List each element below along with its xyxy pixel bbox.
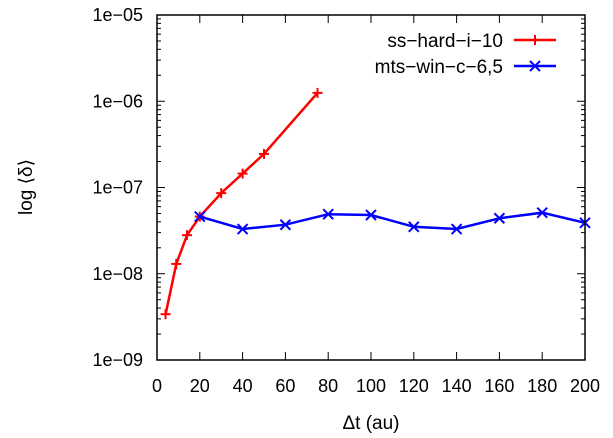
data-point-1-d2 bbox=[493, 212, 506, 224]
y-tick-label: 1e−07 bbox=[92, 178, 143, 198]
x-axis-label: Δt (au) bbox=[342, 413, 399, 434]
y-tick-label: 1e−05 bbox=[92, 5, 143, 25]
ticks-layer: 0 20 40 60 80 100 120 140 160 180 200 1e−09 1e−08 1e−… bbox=[92, 5, 600, 396]
legend-marker-1-d2 bbox=[529, 60, 541, 72]
series-line-0 bbox=[164, 92, 319, 315]
y-tick-label: 1e−08 bbox=[92, 264, 143, 284]
legend-label-0: ss−hard−i−10 bbox=[387, 31, 503, 52]
data-point-1 bbox=[408, 221, 420, 233]
x-tick-label: 200 bbox=[570, 376, 600, 396]
series-line-1 bbox=[199, 211, 586, 231]
legend-marker-0 bbox=[530, 35, 540, 45]
x-tick-label: 0 bbox=[152, 376, 162, 396]
data-point-1 bbox=[365, 209, 377, 221]
x-tick-label: 40 bbox=[233, 376, 253, 396]
data-point-1 bbox=[322, 208, 334, 220]
x-tick-label: 80 bbox=[318, 376, 338, 396]
x-tick-label: 60 bbox=[275, 376, 295, 396]
data-point-1-d2 bbox=[536, 207, 548, 219]
y-tick-label: 1e−06 bbox=[92, 91, 143, 111]
series-layer bbox=[160, 87, 591, 320]
plot-frame bbox=[156, 14, 586, 361]
data-point-1 bbox=[194, 210, 206, 223]
y-tick-label: 1e−09 bbox=[92, 350, 143, 370]
data-point-1-d2 bbox=[194, 210, 206, 223]
data-point-1-d2 bbox=[322, 208, 334, 220]
x-tick-label: 120 bbox=[399, 376, 429, 396]
data-point-1-d2 bbox=[279, 219, 292, 231]
legend-marker-1 bbox=[529, 60, 541, 72]
data-point-1 bbox=[536, 207, 548, 219]
data-point-1 bbox=[493, 212, 506, 224]
data-point-1-d2 bbox=[236, 223, 249, 235]
data-point-0 bbox=[181, 230, 192, 241]
data-point-0 bbox=[216, 188, 227, 199]
data-point-1-d2 bbox=[408, 221, 420, 233]
data-point-0 bbox=[312, 87, 323, 98]
x-tick-label: 160 bbox=[484, 376, 514, 396]
data-point-1-d2 bbox=[365, 209, 377, 221]
x-tick-label: 180 bbox=[527, 376, 557, 396]
x-tick-label: 20 bbox=[190, 376, 210, 396]
y-axis-label: log ⟨δ⟩ bbox=[16, 159, 37, 215]
data-point-0 bbox=[237, 168, 248, 179]
data-point-0 bbox=[171, 258, 182, 269]
data-point-1-d2 bbox=[450, 223, 463, 235]
legend-label-1: mts−win−c−6,5 bbox=[375, 57, 503, 78]
x-tick-label: 140 bbox=[442, 376, 472, 396]
data-point-1 bbox=[236, 223, 249, 235]
data-point-0 bbox=[259, 148, 269, 159]
data-point-1 bbox=[279, 219, 292, 231]
data-point-1 bbox=[450, 223, 463, 235]
legend: ss−hard−i−10 mts−win−c−6,5 bbox=[375, 31, 556, 78]
data-point-0 bbox=[160, 309, 171, 320]
x-tick-label: 100 bbox=[356, 376, 386, 396]
